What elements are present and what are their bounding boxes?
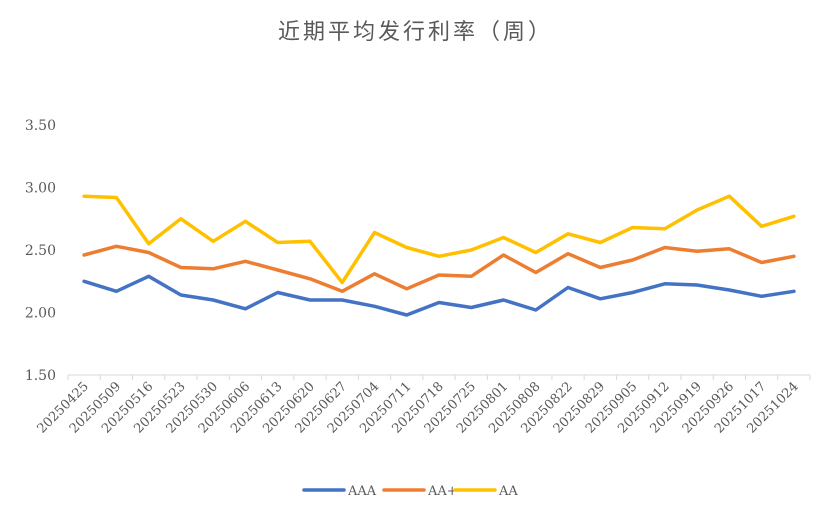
- x-axis: 2025042520250509202505162025052320250530…: [35, 374, 811, 437]
- legend: AAA AA+ AA: [302, 484, 518, 499]
- y-axis: 1.50 2.00 2.50 3.00 3.50: [25, 118, 56, 384]
- y-tick-label: 3.00: [25, 181, 56, 197]
- series-line-aa: [82, 194, 796, 285]
- legend-label: AA+: [427, 484, 458, 499]
- y-tick-label: 3.50: [25, 118, 56, 134]
- series-lines: [82, 194, 796, 317]
- y-tick-label: 2.00: [25, 306, 56, 322]
- chart-title: 近期平均发行利率（周）: [277, 20, 553, 45]
- y-tick-label: 1.50: [25, 368, 56, 384]
- series-line-aa-plus: [82, 244, 796, 294]
- y-tick-label: 2.50: [25, 243, 56, 259]
- legend-label: AAA: [347, 484, 377, 499]
- legend-label: AA: [498, 484, 518, 499]
- series-line-aaa: [82, 274, 796, 317]
